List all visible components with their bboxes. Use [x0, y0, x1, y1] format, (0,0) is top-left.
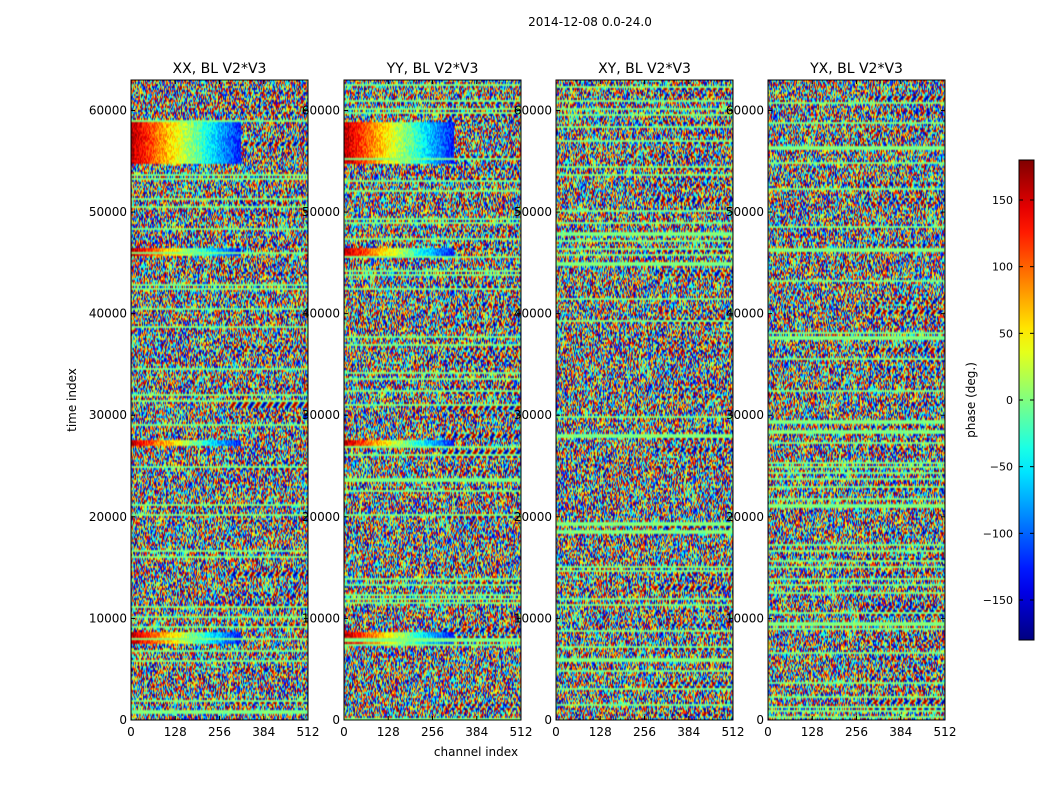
panels-group: XX, BL V2*V3 0 128 256 384 512 0 10000 20000 3000… — [89, 61, 957, 739]
y-tick-label: 20000 — [514, 510, 552, 524]
x-tick-label: 128 — [164, 725, 187, 739]
colorbar-tick-label: 150 — [992, 194, 1013, 207]
x-tick-label: 512 — [297, 725, 320, 739]
phase-map-xy — [556, 80, 733, 720]
y-tick-label: 30000 — [726, 408, 764, 422]
x-tick-label: 512 — [510, 725, 533, 739]
y-tick-label: 20000 — [726, 510, 764, 524]
y-tick-label: 60000 — [514, 103, 552, 117]
y-tick-label: 10000 — [514, 611, 552, 625]
y-tick-label: 20000 — [302, 510, 340, 524]
x-tick-label: 128 — [377, 725, 400, 739]
phase-map-yx — [768, 80, 945, 720]
panel-yx: YX, BL V2*V3 0 128 256 384 512 0 10000 20000 3000… — [726, 61, 957, 739]
colorbar-tick-label: −100 — [983, 527, 1013, 540]
x-tick-label: 128 — [589, 725, 612, 739]
y-tick-label: 0 — [119, 713, 127, 727]
colorbar: −150 −100 −50 0 50 100 150 — [983, 159, 1035, 641]
colorbar-tick-label: −50 — [990, 461, 1013, 474]
phase-map-yy — [344, 80, 521, 720]
x-tick-label: 256 — [208, 725, 231, 739]
panel-title: YX, BL V2*V3 — [809, 61, 903, 77]
y-tick-label: 60000 — [89, 103, 127, 117]
x-tick-label: 384 — [889, 725, 912, 739]
y-tick-label: 40000 — [302, 307, 340, 321]
colorbar-label: phase (deg.) — [964, 362, 978, 438]
phase-map-xx — [131, 80, 308, 720]
panel-title: XX, BL V2*V3 — [173, 61, 267, 77]
y-tick-label: 50000 — [302, 205, 340, 219]
colorbar-tick-label: 100 — [992, 261, 1013, 274]
y-tick-label: 40000 — [514, 307, 552, 321]
y-tick-label: 30000 — [89, 408, 127, 422]
panel-title: YY, BL V2*V3 — [386, 61, 479, 77]
x-tick-label: 256 — [421, 725, 444, 739]
y-tick-label: 10000 — [726, 611, 764, 625]
y-axis-label: time index — [65, 368, 79, 432]
y-tick-label: 20000 — [89, 510, 127, 524]
x-axis-label: channel index — [434, 745, 518, 759]
x-tick-label: 128 — [801, 725, 824, 739]
x-tick-label: 384 — [465, 725, 488, 739]
y-tick-label: 10000 — [302, 611, 340, 625]
x-tick-label: 0 — [340, 725, 348, 739]
panel-yy: YY, BL V2*V3 0 128 256 384 512 0 10000 20000 3000… — [302, 61, 533, 739]
x-tick-label: 0 — [127, 725, 135, 739]
y-tick-label: 30000 — [514, 408, 552, 422]
panel-title: XY, BL V2*V3 — [598, 61, 691, 77]
y-tick-label: 30000 — [302, 408, 340, 422]
y-tick-label: 50000 — [514, 205, 552, 219]
y-tick-label: 10000 — [89, 611, 127, 625]
x-tick-label: 384 — [677, 725, 700, 739]
x-tick-label: 256 — [845, 725, 868, 739]
y-tick-label: 60000 — [726, 103, 764, 117]
x-tick-label: 512 — [934, 725, 957, 739]
y-tick-label: 0 — [332, 713, 340, 727]
x-tick-label: 384 — [252, 725, 275, 739]
y-tick-label: 40000 — [89, 307, 127, 321]
x-tick-label: 0 — [552, 725, 560, 739]
figure-suptitle: 2014-12-08 0.0-24.0 — [528, 15, 652, 29]
x-tick-label: 0 — [764, 725, 772, 739]
x-tick-label: 512 — [722, 725, 745, 739]
y-tick-label: 50000 — [726, 205, 764, 219]
y-tick-label: 40000 — [726, 307, 764, 321]
x-tick-label: 256 — [633, 725, 656, 739]
y-tick-label: 0 — [544, 713, 552, 727]
y-tick-label: 50000 — [89, 205, 127, 219]
colorbar-tick-label: 0 — [1006, 394, 1013, 407]
panel-xy: XY, BL V2*V3 0 128 256 384 512 0 10000 20000 3000… — [514, 61, 745, 739]
panel-xx: XX, BL V2*V3 0 128 256 384 512 0 10000 20000 3000… — [89, 61, 320, 739]
colorbar-tick-label: −150 — [983, 594, 1013, 607]
y-tick-label: 60000 — [302, 103, 340, 117]
colorbar-gradient — [1019, 160, 1034, 640]
y-tick-label: 0 — [756, 713, 764, 727]
colorbar-tick-label: 50 — [999, 327, 1013, 340]
